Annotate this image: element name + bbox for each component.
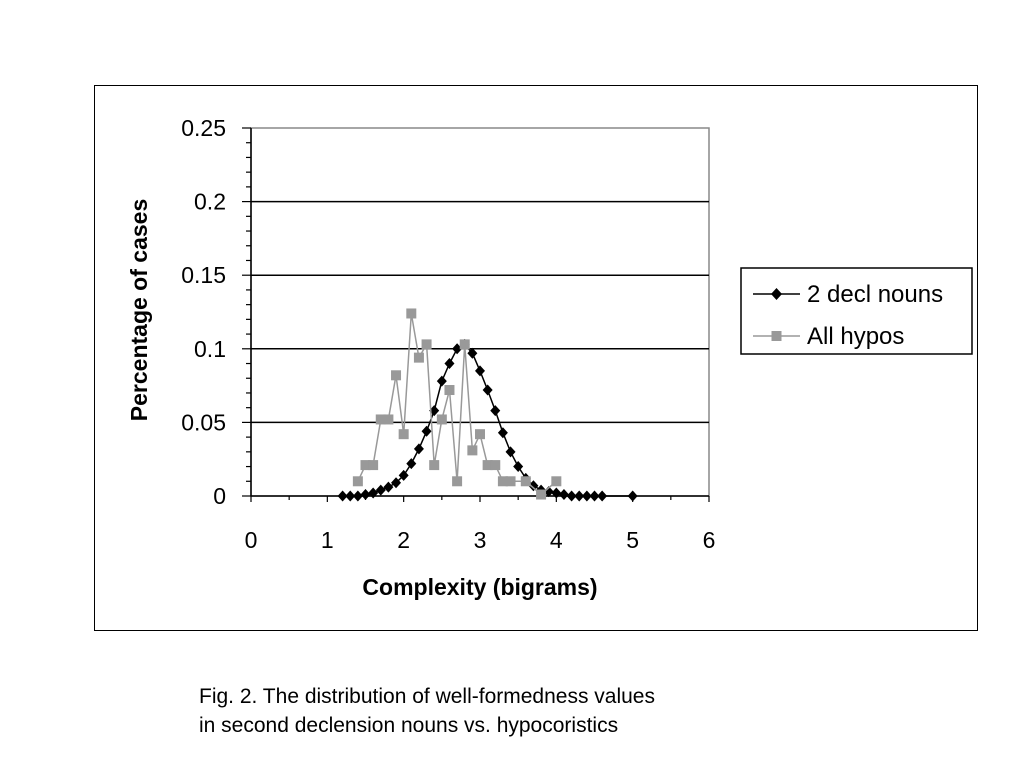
- x-tick-label-5: 5: [626, 527, 639, 553]
- gridlines: [251, 200, 709, 424]
- legend: 2 decl nouns All hypos: [740, 267, 973, 355]
- data-point-0-1: [345, 490, 356, 502]
- data-point-0-7: [391, 477, 402, 489]
- data-point-1-14: [459, 339, 470, 350]
- data-point-0-27: [543, 486, 554, 498]
- x-tick-label-3: 3: [474, 527, 487, 553]
- chart-frame: [94, 85, 978, 631]
- x-tick-label-6: 6: [703, 527, 716, 553]
- data-point-0-9: [406, 458, 417, 470]
- legend-label-all-hypos: All hypos: [807, 323, 904, 350]
- data-point-0-30: [566, 490, 577, 502]
- data-point-0-29: [558, 489, 569, 501]
- data-point-1-21: [520, 476, 531, 487]
- data-point-0-21: [497, 427, 508, 439]
- data-point-1-9: [421, 339, 432, 350]
- y-tick-label-1: 0.05: [181, 409, 226, 435]
- y-tick-label-4: 0.2: [194, 189, 226, 215]
- data-point-1-3: [375, 414, 386, 425]
- data-point-0-2: [352, 490, 363, 502]
- data-point-0-25: [528, 480, 539, 492]
- axes: [242, 127, 710, 502]
- data-point-0-20: [490, 405, 501, 417]
- series-1: [352, 308, 562, 500]
- data-point-1-22: [536, 489, 547, 500]
- data-point-0-23: [513, 461, 524, 473]
- figure-caption: Fig. 2. The distribution of well-formedn…: [199, 682, 655, 740]
- data-point-1-19: [497, 476, 508, 487]
- x-axis-title: Complexity (bigrams): [362, 574, 597, 600]
- data-point-0-12: [429, 405, 440, 417]
- data-point-1-13: [452, 476, 463, 487]
- legend-marker-all-hypos: [771, 331, 782, 341]
- y-tick-label-2: 0.1: [194, 336, 226, 362]
- data-point-1-15: [467, 445, 478, 456]
- data-point-1-5: [391, 370, 402, 381]
- y-axis-title: Percentage of cases: [126, 199, 152, 421]
- plot-border: [250, 127, 710, 497]
- data-point-0-31: [574, 490, 585, 502]
- data-point-0-11: [421, 425, 432, 437]
- data-point-0-19: [482, 384, 493, 396]
- y-tick-labels: 0 0.05 0.1 0.15 0.2 0.25: [181, 115, 226, 509]
- caption-line-2: in second declension nouns vs. hypocoris…: [199, 714, 619, 737]
- data-point-1-17: [482, 460, 493, 471]
- data-point-0-34: [597, 490, 608, 502]
- legend-marker-2-decl-nouns: [771, 288, 782, 300]
- data-point-0-3: [360, 489, 371, 501]
- data-point-1-23: [551, 476, 562, 487]
- data-point-1-2: [368, 460, 379, 471]
- data-point-1-7: [406, 308, 417, 319]
- x-tick-label-1: 1: [321, 527, 334, 553]
- y-tick-label-5: 0.25: [181, 115, 226, 141]
- data-point-0-18: [475, 365, 485, 377]
- data-point-0-17: [467, 347, 478, 359]
- y-tick-label-3: 0.15: [181, 262, 226, 288]
- data-point-1-0: [352, 476, 363, 487]
- caption-line-1: Fig. 2. The distribution of well-formedn…: [199, 685, 655, 708]
- data-point-0-28: [551, 487, 562, 499]
- data-point-1-16: [475, 429, 485, 440]
- legend-entry-2-decl-nouns: 2 decl nouns: [753, 281, 943, 308]
- data-point-1-12: [444, 385, 455, 396]
- data-point-0-5: [375, 484, 386, 496]
- data-point-1-20: [505, 476, 516, 487]
- data-point-1-11: [436, 414, 447, 425]
- x-tick-label-0: 0: [245, 527, 258, 553]
- data-point-0-35: [627, 490, 638, 502]
- data-point-0-6: [383, 481, 394, 493]
- data-point-0-0: [337, 490, 348, 502]
- data-point-1-4: [383, 414, 394, 425]
- data-point-0-4: [368, 487, 379, 499]
- data-point-1-8: [413, 352, 424, 363]
- series-line-1: [357, 313, 557, 496]
- x-tick-label-2: 2: [397, 527, 410, 553]
- data-point-1-10: [429, 460, 440, 471]
- x-tick-labels: 0 1 2 3 4 5 6: [245, 527, 716, 553]
- data-point-0-8: [398, 469, 409, 481]
- plot-area: [250, 127, 710, 497]
- legend-entry-all-hypos: All hypos: [753, 323, 904, 350]
- data-point-0-10: [413, 443, 424, 455]
- data-point-0-13: [436, 375, 447, 387]
- data-point-1-18: [490, 460, 501, 471]
- data-point-1-1: [360, 460, 371, 471]
- data-point-1-6: [398, 429, 409, 440]
- data-point-0-22: [505, 446, 516, 458]
- series-layer: [337, 308, 638, 502]
- data-point-0-15: [452, 343, 463, 355]
- data-point-0-32: [581, 490, 592, 502]
- y-tick-label-0: 0: [213, 483, 226, 509]
- data-point-0-33: [589, 490, 600, 502]
- x-tick-label-4: 4: [550, 527, 563, 553]
- data-point-0-14: [444, 358, 455, 370]
- legend-label-2-decl-nouns: 2 decl nouns: [807, 281, 943, 308]
